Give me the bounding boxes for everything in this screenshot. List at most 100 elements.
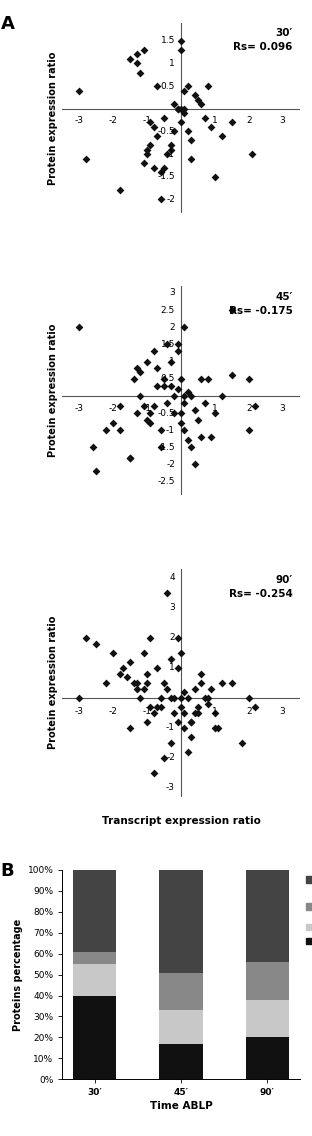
- Text: -3: -3: [75, 404, 84, 414]
- Point: [168, 688, 173, 707]
- Point: [141, 41, 146, 59]
- Point: [178, 41, 183, 59]
- Point: [209, 428, 214, 446]
- Point: [175, 712, 180, 730]
- Point: [118, 181, 123, 199]
- Point: [172, 95, 177, 114]
- Point: [212, 719, 217, 737]
- Bar: [73, 995, 116, 1079]
- Text: -2: -2: [109, 707, 118, 716]
- Point: [168, 136, 173, 154]
- Text: 1.5: 1.5: [161, 36, 175, 45]
- Text: -2: -2: [166, 460, 175, 469]
- Point: [148, 415, 153, 433]
- Point: [178, 369, 183, 387]
- Point: [182, 82, 187, 100]
- Point: [128, 719, 133, 737]
- Bar: [73, 964, 116, 995]
- Point: [151, 763, 156, 782]
- Point: [84, 628, 89, 646]
- Point: [90, 438, 95, 457]
- Point: [219, 386, 224, 404]
- Point: [151, 703, 156, 721]
- Text: 1: 1: [212, 707, 218, 716]
- Text: A: A: [1, 15, 15, 33]
- Point: [202, 394, 207, 412]
- Point: [104, 421, 109, 440]
- Point: [158, 688, 163, 707]
- Point: [192, 456, 197, 474]
- Point: [206, 688, 211, 707]
- Bar: [246, 1000, 289, 1037]
- Text: -2.5: -2.5: [158, 477, 175, 486]
- Point: [165, 335, 170, 353]
- Text: 4: 4: [169, 573, 175, 582]
- Point: [239, 734, 244, 752]
- Point: [134, 45, 139, 64]
- Point: [162, 159, 167, 177]
- X-axis label: Time ABLP: Time ABLP: [149, 1102, 212, 1111]
- Text: 2: 2: [246, 707, 251, 716]
- Point: [134, 679, 139, 698]
- Point: [189, 150, 194, 168]
- Point: [206, 77, 211, 95]
- X-axis label: Transcript expression ratio: Transcript expression ratio: [101, 817, 261, 826]
- Point: [209, 679, 214, 698]
- Text: 1.5: 1.5: [161, 340, 175, 349]
- Point: [199, 95, 204, 114]
- Text: 3: 3: [169, 603, 175, 612]
- Point: [111, 644, 116, 662]
- Text: 2: 2: [246, 404, 251, 414]
- Point: [185, 123, 190, 141]
- Point: [182, 105, 187, 123]
- Point: [182, 421, 187, 440]
- Point: [144, 712, 149, 730]
- Point: [144, 145, 149, 164]
- Point: [185, 743, 190, 761]
- Point: [229, 366, 234, 384]
- Point: [195, 703, 200, 721]
- Point: [202, 109, 207, 127]
- Point: [195, 91, 200, 109]
- Text: 1: 1: [169, 59, 175, 68]
- Point: [138, 64, 143, 82]
- Point: [155, 698, 160, 716]
- Point: [189, 132, 194, 150]
- Point: [250, 145, 255, 164]
- Point: [158, 190, 163, 208]
- Point: [162, 369, 167, 387]
- Point: [162, 674, 167, 692]
- Point: [175, 100, 180, 118]
- Text: 3: 3: [280, 707, 285, 716]
- Point: [182, 318, 187, 336]
- Point: [141, 398, 146, 416]
- Point: [138, 362, 143, 381]
- Point: [144, 674, 149, 692]
- Bar: [159, 972, 202, 1010]
- Point: [118, 398, 123, 416]
- Point: [172, 386, 177, 404]
- Point: [155, 376, 160, 394]
- Text: -1: -1: [143, 116, 152, 125]
- Bar: [159, 870, 202, 972]
- Point: [189, 712, 194, 730]
- Point: [134, 404, 139, 423]
- Point: [246, 369, 251, 387]
- Point: [178, 114, 183, 132]
- Text: -1: -1: [166, 426, 175, 435]
- Text: -3: -3: [75, 116, 84, 125]
- Point: [121, 659, 126, 677]
- Point: [175, 659, 180, 677]
- Text: -0.5: -0.5: [158, 409, 175, 418]
- Bar: [73, 952, 116, 964]
- Y-axis label: Protein expression ratio: Protein expression ratio: [48, 324, 58, 458]
- Point: [175, 335, 180, 353]
- Text: 3: 3: [280, 404, 285, 414]
- Point: [212, 404, 217, 423]
- Point: [77, 82, 82, 100]
- Point: [185, 383, 190, 401]
- Point: [229, 114, 234, 132]
- Point: [138, 386, 143, 404]
- Point: [178, 644, 183, 662]
- Point: [128, 652, 133, 670]
